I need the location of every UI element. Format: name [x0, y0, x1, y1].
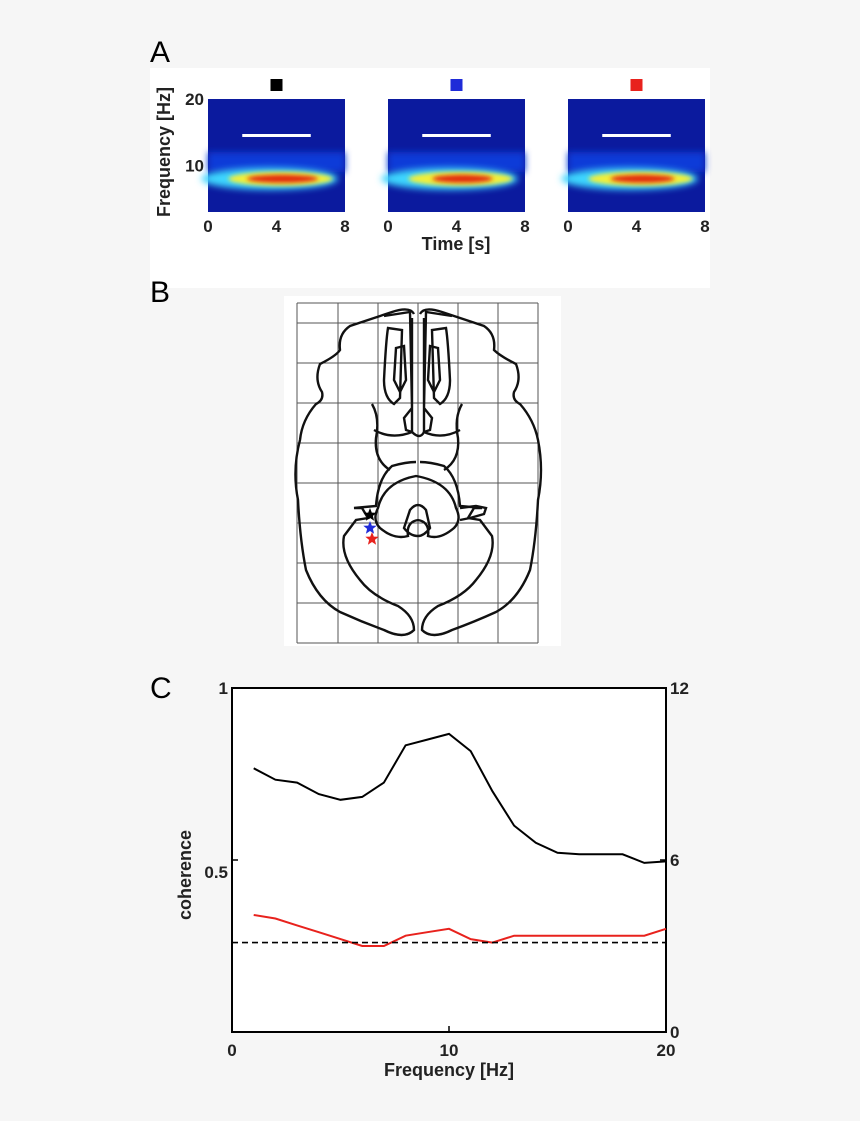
a-xtick-group: 0 4 8 0 4 8 0 4 8: [203, 217, 709, 236]
spectrogram-peak: [432, 174, 493, 183]
spectrogram-band: [208, 152, 345, 173]
brain-outline: [294, 308, 543, 637]
brain-outline-path: [373, 428, 461, 438]
c-xtick-label: 10: [440, 1041, 459, 1060]
a-xtick-label: 8: [520, 217, 529, 236]
spectrogram-group: [201, 79, 705, 212]
panel-b-background: [284, 296, 561, 646]
a-xtick-label: 8: [340, 217, 349, 236]
a-ytick-label: 10: [185, 156, 204, 175]
recording-site-star: [363, 521, 377, 534]
spectrogram-peak: [246, 174, 319, 183]
brain-outline-path: [459, 504, 488, 522]
condition-marker-square: [630, 79, 643, 91]
spectrogram-band: [388, 152, 525, 173]
a-xtick-label: 4: [632, 217, 642, 236]
c-xtick-label: 20: [657, 1041, 676, 1060]
c-ytick-right-label: 12: [670, 679, 689, 698]
panel-a-axes: 20 10 Frequency [Hz] Time [s] 0 4 8 0 4 8 0 4 8: [154, 87, 710, 254]
coherence-series-group: [232, 732, 667, 947]
c-ytick-left-label: 0.5: [204, 863, 228, 882]
recording-site-star: [363, 508, 377, 521]
a-xtick-label: 0: [383, 217, 392, 236]
a-ytick-label: 20: [185, 90, 204, 109]
brain-outline-path: [374, 474, 460, 539]
brain-outline-path: [294, 308, 417, 637]
panel-letter-c: C: [150, 672, 172, 705]
condition-marker-square: [270, 79, 283, 91]
coherence-series-line: [253, 914, 667, 947]
brain-outline-path: [402, 503, 432, 538]
a-xtick-label: 4: [272, 217, 282, 236]
brain-outline-path: [430, 326, 452, 406]
recording-site-markers: [363, 508, 379, 545]
a-xtick-label: 8: [700, 217, 709, 236]
recording-site-star: [365, 532, 379, 545]
brain-outline-path: [382, 326, 404, 406]
brain-outline-path: [392, 344, 408, 395]
panel-c-plot-frame: [231, 687, 667, 1033]
a-xtick-label: 4: [452, 217, 462, 236]
a-xtick-label: 0: [203, 217, 212, 236]
coherence-series-line: [253, 732, 667, 864]
spectrogram: [381, 79, 525, 212]
c-ytick-left-label: 1: [219, 679, 228, 698]
a-xtick-label: 0: [563, 217, 572, 236]
spectrogram: [201, 79, 345, 212]
c-xtick-label: 0: [227, 1041, 236, 1060]
coordinate-grid: [296, 302, 539, 644]
c-ytick-right-label: 6: [670, 851, 679, 870]
spectrogram-band: [568, 152, 705, 173]
a-x-axis-label: Time [s]: [422, 234, 491, 254]
spectrogram-peak: [610, 174, 675, 183]
c-x-axis-label: Frequency [Hz]: [384, 1060, 514, 1080]
c-ytick-right-label: 0: [670, 1023, 679, 1042]
condition-marker-square: [450, 79, 463, 91]
a-y-axis-label: Frequency [Hz]: [154, 87, 174, 217]
spectrogram: [561, 79, 705, 212]
c-y-axis-label: coherence: [175, 830, 195, 920]
panel-letter-b: B: [150, 276, 170, 309]
brain-outline-path: [443, 403, 464, 472]
brain-outline-path: [370, 403, 391, 472]
brain-outline-path: [418, 308, 543, 637]
panel-letter-a: A: [150, 36, 170, 69]
brain-outline-path: [426, 344, 442, 395]
